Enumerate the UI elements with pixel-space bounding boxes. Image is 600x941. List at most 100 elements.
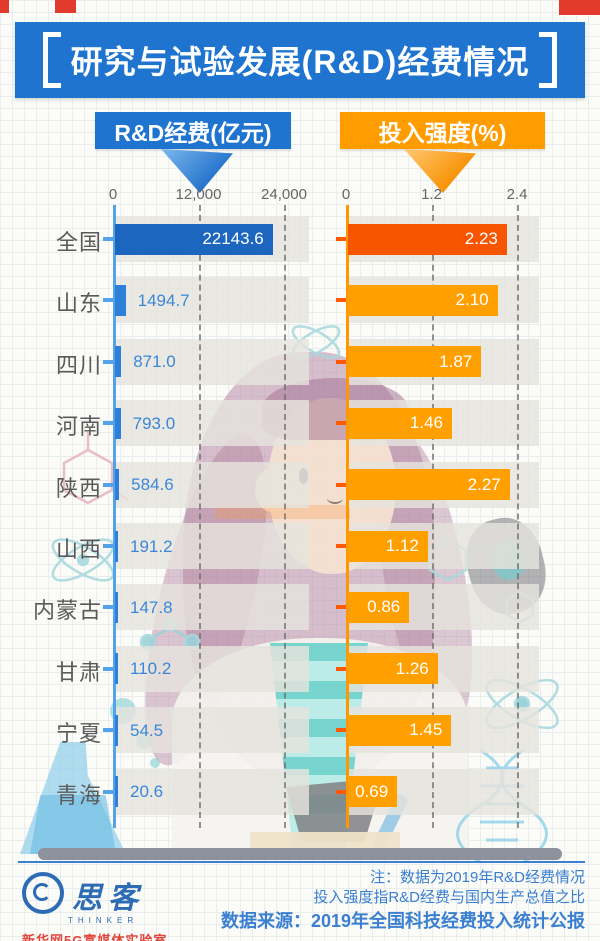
axis-tick-mark xyxy=(336,789,346,794)
legend-intensity-label: 投入强度(%) xyxy=(378,119,507,146)
logo-chinese: 思客 xyxy=(72,882,144,915)
legend-rd-funding: R&D经费(亿元) xyxy=(95,112,291,149)
rd-funding-value: 191.2 xyxy=(130,536,173,556)
intensity-bar: 1.45 xyxy=(348,714,452,746)
axis-tick-label: 0 xyxy=(341,186,351,203)
footer: 思客 THINKER 新华网5G富媒体实验室 注：数据为2019年R&D经费情况… xyxy=(0,866,600,941)
row-label: 山西 xyxy=(55,537,102,562)
axis-tick-mark xyxy=(103,605,113,610)
axis-tick-mark xyxy=(336,482,346,487)
logo-organization: 新华网5G富媒体实验室 xyxy=(22,933,168,941)
axis-tick-label: 24,000 xyxy=(261,186,307,203)
gridline xyxy=(198,205,201,828)
data-source-line: 数据来源：2019年全国科技经费投入统计公报 xyxy=(220,911,585,931)
rd-funding-value: 22143.6 xyxy=(202,229,264,248)
spiral-logo-icon xyxy=(22,872,64,914)
rd-funding-bar xyxy=(115,776,118,808)
axis-tick-mark xyxy=(103,482,113,487)
intensity-value: 2.10 xyxy=(455,290,489,310)
axis-tick-label: 1.2 xyxy=(421,186,442,203)
intensity-value: 2.23 xyxy=(464,229,498,248)
logo-english: THINKER xyxy=(68,916,139,925)
axis-tick-mark xyxy=(336,359,346,364)
row-label: 全国 xyxy=(55,230,102,255)
row-label: 山东 xyxy=(55,291,102,317)
row-label: 甘肃 xyxy=(55,659,102,685)
note-line-2: 投入强度指R&D经费与国内生产总值之比 xyxy=(313,889,585,906)
rd-funding-value: 147.8 xyxy=(130,597,173,617)
axis-tick-mark xyxy=(336,666,346,671)
intensity-bar: 0.69 xyxy=(348,776,398,808)
intensity-value: 1.12 xyxy=(385,536,419,555)
bracket-left xyxy=(42,32,61,88)
row-label: 青海 xyxy=(55,782,102,808)
rd-funding-value: 1494.7 xyxy=(137,290,190,310)
rd-funding-bar xyxy=(115,469,120,501)
axis-line-blue xyxy=(113,205,116,828)
rd-funding-value: 20.6 xyxy=(130,782,164,802)
axis-tick-mark xyxy=(103,789,113,794)
rd-funding-value: 584.6 xyxy=(131,475,174,495)
axis-tick-mark xyxy=(103,359,113,364)
row-label: 河南 xyxy=(55,414,102,440)
axis-tick-mark xyxy=(103,666,113,671)
legend-rd-funding-label: R&D经费(亿元) xyxy=(114,119,272,146)
row-label: 四川 xyxy=(55,352,102,378)
bracket-right xyxy=(539,32,558,88)
red-corner-mark-right xyxy=(559,0,600,15)
axis-tick-mark xyxy=(103,728,113,733)
intensity-value: 2.27 xyxy=(467,474,501,494)
axis-tick-mark xyxy=(103,237,113,241)
axis-tick-mark xyxy=(336,421,346,426)
red-corner-mark-left xyxy=(0,0,9,13)
axis-tick-mark xyxy=(336,605,346,610)
rd-funding-bar xyxy=(115,284,126,316)
intensity-bar: 1.26 xyxy=(348,653,438,685)
intensity-bar: 1.87 xyxy=(348,346,482,378)
axis-tick-mark xyxy=(103,298,113,303)
axis-tick-mark xyxy=(103,421,113,426)
axis-tick-mark xyxy=(336,728,346,733)
thinker-logo: 思客 THINKER 新华网5G富媒体实验室 xyxy=(22,872,242,941)
page-title: 研究与试验发展(R&D)经费情况 xyxy=(70,44,530,80)
rd-funding-bar xyxy=(115,407,121,439)
rd-funding-value: 871.0 xyxy=(133,352,176,372)
rd-funding-value: 793.0 xyxy=(132,413,176,433)
intensity-value: 1.87 xyxy=(439,351,473,371)
rd-funding-bar xyxy=(115,530,118,562)
gridline xyxy=(284,205,286,828)
desk-bar xyxy=(38,848,562,860)
intensity-value: 1.46 xyxy=(409,413,444,433)
axis-tick-label: 12,000 xyxy=(175,186,222,203)
title-banner: 研究与试验发展(R&D)经费情况 xyxy=(15,22,585,98)
footnotes: 注：数据为2019年R&D经费情况 投入强度指R&D经费与国内生产总值之比 数据… xyxy=(221,868,585,934)
intensity-value: 1.26 xyxy=(395,658,429,678)
intensity-value: 0.69 xyxy=(355,781,389,801)
red-top-mark xyxy=(55,0,76,13)
axis-tick-mark xyxy=(336,237,346,241)
rd-funding-value: 110.2 xyxy=(130,659,172,679)
rd-funding-bar: 22143.6 xyxy=(115,223,273,255)
intensity-value: 1.45 xyxy=(409,720,443,740)
axis-tick-mark xyxy=(336,544,346,548)
row-label: 陕西 xyxy=(55,475,102,501)
axis-tick-label: 2.4 xyxy=(506,186,528,203)
intensity-bar: 0.86 xyxy=(348,591,410,623)
legend-intensity: 投入强度(%) xyxy=(340,112,545,149)
intensity-bar: 1.12 xyxy=(348,530,428,562)
rd-funding-bar xyxy=(115,653,118,685)
intensity-bar: 2.27 xyxy=(348,469,510,501)
row-label: 宁夏 xyxy=(55,721,102,747)
rd-funding-bar xyxy=(115,714,118,746)
intensity-bar: 2.10 xyxy=(348,284,498,316)
intensity-bar: 1.46 xyxy=(348,407,453,439)
desk-underline xyxy=(18,861,585,863)
axis-tick-mark xyxy=(336,298,346,303)
axis-tick-mark xyxy=(103,544,113,548)
gridline xyxy=(517,205,519,828)
note-line-1: 注：数据为2019年R&D经费情况 xyxy=(369,869,585,886)
intensity-bar: 2.23 xyxy=(348,223,507,255)
rd-funding-value: 54.5 xyxy=(130,720,164,740)
